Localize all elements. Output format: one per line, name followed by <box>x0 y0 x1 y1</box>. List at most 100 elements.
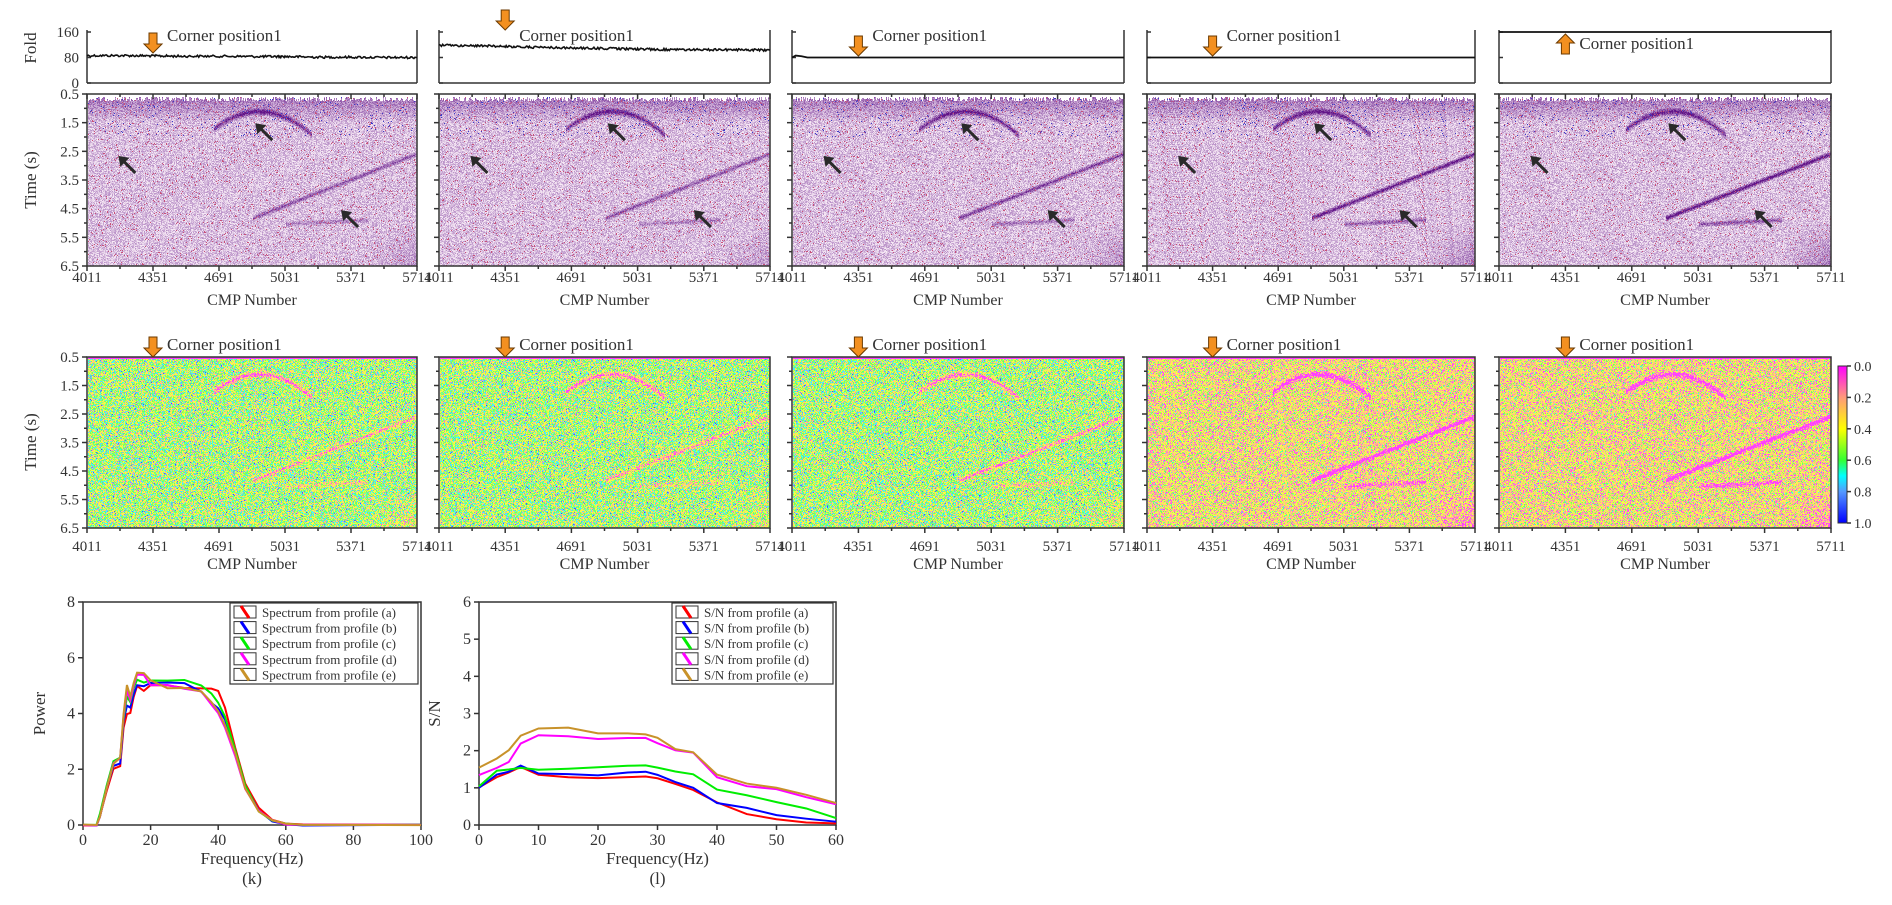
x-tick-label: 4691 <box>204 539 234 555</box>
x-tick-label: 5031 <box>976 270 1006 286</box>
legend-swatch-line <box>239 636 251 651</box>
x-tick-label: 5031 <box>1329 539 1359 555</box>
y-tick-label: 3.5 <box>60 436 79 452</box>
fold-curve <box>791 54 1124 59</box>
x-tick-label: 5031 <box>1683 539 1713 555</box>
x-tick-label: 4691 <box>204 270 234 286</box>
corner-position-label: Corner position1 <box>519 26 634 45</box>
series-line-a <box>82 684 422 827</box>
x-axis-label: CMP Number <box>560 292 650 309</box>
legend-label: Spectrum from profile (c) <box>262 636 396 651</box>
x-tick-label: 4351 <box>490 539 520 555</box>
y-tick-label: 6.5 <box>60 259 79 275</box>
fold-curve <box>86 53 418 60</box>
corner-arrow-down-icon <box>848 336 869 358</box>
x-axis-label: CMP Number <box>207 556 297 573</box>
x-tick-label: 5371 <box>689 270 719 286</box>
corner-position-label: Corner position1 <box>167 26 282 45</box>
y-tick-label: 0 <box>67 817 75 834</box>
x-tick-label: 30 <box>650 832 666 849</box>
x-tick-label: 5371 <box>1043 270 1073 286</box>
legend-item: Spectrum from profile (b) <box>233 621 397 636</box>
event-arrow-icon <box>607 123 626 142</box>
x-tick-label: 5371 <box>336 270 366 286</box>
legend-item: Spectrum from profile (e) <box>233 667 396 682</box>
legend-item: Spectrum from profile (c) <box>233 636 396 651</box>
similarity-section-image <box>1500 357 1831 528</box>
x-tick-label: 80 <box>345 832 361 849</box>
event-arrow-icon <box>961 123 980 142</box>
x-tick-label: 5371 <box>1750 270 1780 286</box>
y-tick-label: 1 <box>463 780 471 797</box>
arrow-head <box>470 155 482 167</box>
y-tick-label: 6 <box>463 594 471 611</box>
arrow-head <box>1314 123 1326 135</box>
corner-position-label: Corner position1 <box>1227 335 1342 354</box>
legend-label: S/N from profile (a) <box>704 605 808 620</box>
x-axis-label: Frequency(Hz) <box>606 849 709 868</box>
similarity-frame <box>1146 356 1476 529</box>
seismic-section-image <box>1148 94 1475 266</box>
x-tick-label: 4011 <box>424 539 453 555</box>
legend-label: Spectrum from profile (b) <box>262 621 397 636</box>
x-tick-label: 4011 <box>424 270 453 286</box>
x-tick-label: 4351 <box>138 270 168 286</box>
y-tick-label: 1.5 <box>60 379 79 395</box>
arrow-head <box>961 123 973 135</box>
legend-swatch-line <box>681 620 693 635</box>
x-tick-label: 4691 <box>1263 539 1293 555</box>
series-line-e <box>82 671 422 827</box>
x-tick-label: 5711 <box>1460 270 1489 286</box>
event-arrow-icon <box>1668 123 1687 142</box>
legend-item: Spectrum from profile (d) <box>233 652 397 667</box>
colorbar-tick-label: 0.0 <box>1854 360 1872 375</box>
corner-arrow-shape <box>848 336 869 358</box>
x-tick-label: 5031 <box>270 270 300 286</box>
x-tick-label: 4351 <box>138 539 168 555</box>
x-tick-label: 5711 <box>755 539 784 555</box>
x-tick-label: 40 <box>709 832 725 849</box>
y-tick-label: 1.5 <box>60 116 79 132</box>
arrow-head <box>1399 210 1411 222</box>
seismic-frame <box>438 93 771 267</box>
corner-arrow-shape <box>848 35 869 57</box>
x-tick-label: 5711 <box>402 539 431 555</box>
y-tick-label: 3 <box>463 706 471 723</box>
x-tick-label: 5711 <box>402 270 431 286</box>
x-tick-label: 100 <box>409 832 433 849</box>
y-tick-label: 2.5 <box>60 407 79 423</box>
seismic-section-image <box>1500 94 1831 266</box>
x-tick-label: 60 <box>828 832 844 849</box>
seismic-frame <box>1146 93 1476 267</box>
x-tick-label: 4011 <box>72 539 101 555</box>
seismic-frame <box>791 93 1125 267</box>
legend-label: Spectrum from profile (e) <box>262 667 396 682</box>
event-arrow-icon <box>1314 123 1333 142</box>
legend-label: S/N from profile (d) <box>704 652 809 667</box>
x-tick-label: 5371 <box>336 539 366 555</box>
series-line-e <box>478 726 837 805</box>
corner-arrow-shape <box>1555 33 1576 55</box>
x-tick-label: 5711 <box>1109 539 1138 555</box>
corner-arrow-up-icon <box>1555 33 1576 55</box>
arrow-head <box>607 123 619 135</box>
event-arrow-icon <box>1530 155 1549 174</box>
corner-position-label: Corner position1 <box>872 26 987 45</box>
x-tick-label: 5371 <box>689 539 719 555</box>
y-tick-label: 4 <box>67 706 75 723</box>
y-axis-label: S/N <box>425 700 444 726</box>
x-axis-label: CMP Number <box>207 292 297 309</box>
x-tick-label: 5031 <box>976 539 1006 555</box>
series-line-b <box>478 764 837 823</box>
legend-swatch-line <box>681 651 693 666</box>
similarity-section-image <box>88 357 417 528</box>
x-axis-label: CMP Number <box>560 556 650 573</box>
fold-tick-label: 80 <box>64 51 79 67</box>
corner-arrow-down-icon <box>142 336 164 358</box>
corner-arrow-shape <box>1202 336 1223 358</box>
y-tick-label: 3.5 <box>60 173 79 189</box>
seismic-section-image <box>793 94 1124 266</box>
x-tick-label: 4351 <box>1550 539 1580 555</box>
series-line-d <box>478 734 837 806</box>
y-tick-label: 6.5 <box>60 521 79 537</box>
